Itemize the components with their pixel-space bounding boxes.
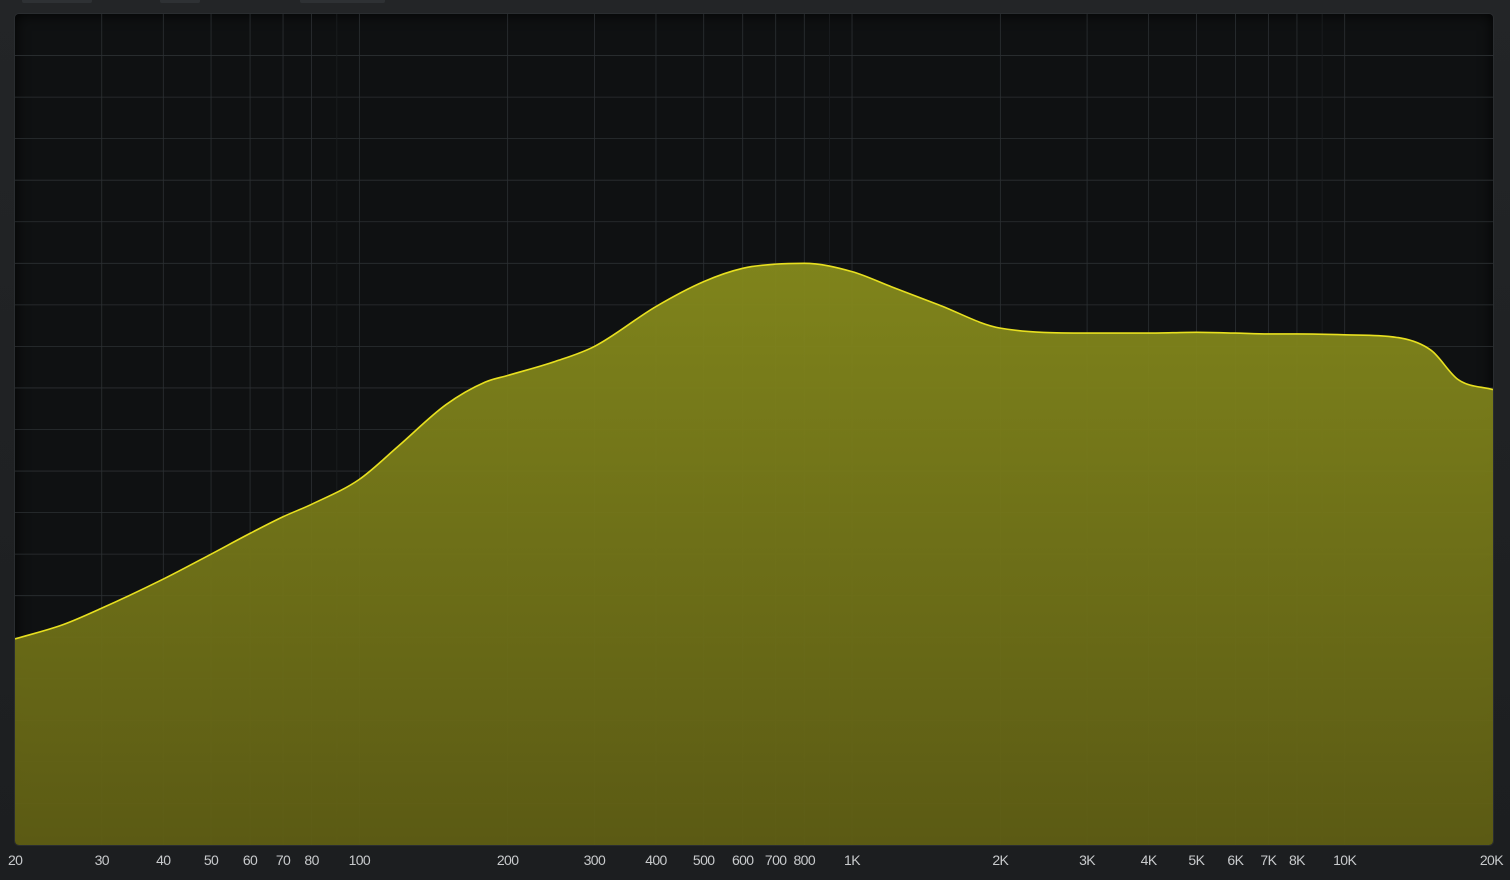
spectrum-curve-line	[15, 262, 1493, 640]
freq-label-8k: 8K	[1288, 852, 1306, 868]
freq-label-40: 40	[156, 852, 171, 868]
freq-label-700: 700	[764, 852, 787, 868]
spectrum-plot	[15, 14, 1493, 845]
freq-label-400: 400	[645, 852, 667, 868]
freq-label-800: 800	[793, 852, 816, 868]
freq-label-50: 50	[203, 852, 219, 868]
freq-label-6k: 6K	[1227, 852, 1244, 868]
freq-label-1k: 1K	[844, 852, 861, 868]
freq-label-20k: 20K	[1479, 852, 1504, 868]
freq-label-20: 20	[8, 852, 23, 868]
freq-label-100: 100	[348, 852, 371, 868]
analyzer-display[interactable]	[15, 14, 1493, 845]
freq-label-4k: 4K	[1140, 852, 1158, 868]
top-tab-3[interactable]	[300, 0, 385, 3]
freq-label-7k: 7K	[1260, 852, 1277, 868]
frequency-axis: 20 30 40 50 60 70 80 100 200 300 400 500 600 700 800 1K…	[0, 852, 1510, 880]
freq-label-3k: 3K	[1079, 852, 1096, 868]
freq-label-80: 80	[304, 852, 319, 868]
freq-label-60: 60	[242, 852, 258, 868]
freq-label-70: 70	[275, 852, 291, 868]
freq-label-5k: 5K	[1188, 852, 1205, 868]
freq-label-300: 300	[583, 852, 606, 868]
freq-label-200: 200	[496, 852, 519, 868]
top-tab-2[interactable]	[160, 0, 200, 3]
freq-label-2k: 2K	[992, 852, 1009, 868]
freq-label-500: 500	[692, 852, 715, 868]
freq-label-600: 600	[731, 852, 754, 868]
top-tab-1[interactable]	[22, 0, 92, 3]
freq-label-30: 30	[94, 852, 110, 868]
spectrum-area-fill	[15, 263, 1493, 845]
freq-label-10k: 10K	[1333, 852, 1357, 868]
